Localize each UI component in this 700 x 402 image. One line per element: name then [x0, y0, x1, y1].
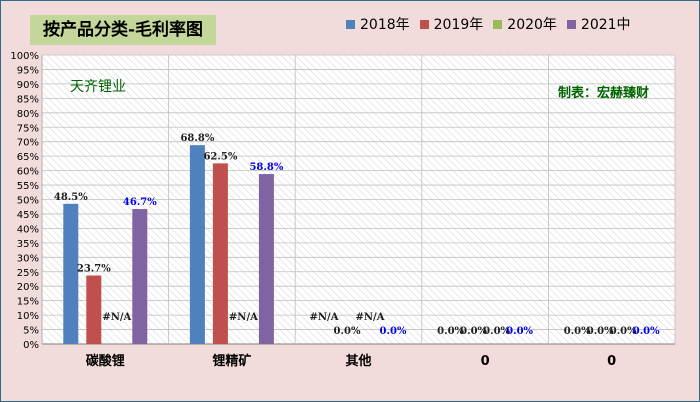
bar [258, 174, 274, 344]
data-label: #N/A [356, 312, 385, 323]
credit-annotation: 制表：宏赫臻财 [558, 86, 650, 101]
x-tick-label: 锂精矿 [212, 353, 251, 369]
data-label: 0.0% [564, 326, 591, 337]
y-tick-label: 40% [17, 224, 39, 235]
data-label: 0.0% [610, 326, 637, 337]
y-tick-label: 60% [17, 167, 39, 178]
legend-item: 2020年 [493, 14, 557, 34]
data-label: 0.0% [506, 326, 533, 337]
y-tick-label: 100% [10, 51, 39, 62]
y-tick-label: 50% [17, 196, 39, 207]
data-label: 58.8% [249, 162, 283, 173]
y-tick-label: 0% [23, 340, 39, 351]
gridlines [41, 54, 676, 345]
y-tick-label: 75% [17, 123, 39, 134]
bar [212, 163, 228, 344]
chart-title: 按产品分类-毛利率图 [30, 15, 216, 45]
legend-label: 2020年 [507, 17, 557, 33]
data-labels: 48.5% 23.7% #N/A 46.7% 68.8% 62.5% #N/A 58.8% #N… [54, 133, 660, 337]
data-label: 23.7% [77, 264, 111, 275]
y-tick-label: 10% [17, 311, 39, 322]
x-tick-label: 其他 [345, 353, 371, 369]
data-label: 0.0% [437, 326, 464, 337]
data-label: 62.5% [203, 151, 237, 162]
legend-swatch [346, 19, 355, 29]
data-label: 68.8% [180, 133, 214, 144]
x-axis-ticks: 碳酸锂 锂精矿 其他 0 0 [86, 353, 616, 369]
legend-item: 2021中 [566, 14, 631, 34]
legend-item: 2019年 [419, 14, 484, 34]
y-tick-label: 25% [17, 268, 39, 279]
y-tick-label: 20% [17, 282, 39, 293]
y-tick-label: 70% [17, 138, 39, 149]
y-tick-label: 55% [17, 181, 39, 192]
data-label: #N/A [310, 312, 339, 323]
x-tick-label: 0 [481, 354, 490, 369]
data-label: 0.0% [334, 326, 361, 337]
x-tick-label: 碳酸锂 [86, 353, 125, 369]
y-tick-label: 85% [17, 94, 39, 105]
bar [132, 209, 148, 344]
y-tick-label: 45% [17, 210, 39, 221]
data-label: 0.0% [380, 326, 407, 337]
y-tick-label: 65% [17, 152, 39, 163]
legend-label: 2018年 [360, 17, 410, 33]
legend-item: 2018年 [346, 14, 410, 34]
bars [63, 145, 274, 344]
bar [189, 145, 205, 344]
x-tick-label: 0 [607, 354, 616, 369]
data-label: 0.0% [587, 326, 614, 337]
chart-legend: 2018年 2019年 2020年 2021中 [346, 14, 631, 34]
y-tick-label: 80% [17, 109, 39, 120]
bar [63, 203, 79, 344]
data-label: 48.5% [54, 192, 88, 203]
legend-swatch [566, 19, 576, 29]
y-tick-label: 15% [17, 297, 39, 308]
data-label: 0.0% [633, 326, 660, 337]
data-label: 0.0% [483, 326, 510, 337]
company-annotation: 天齐锂业 [70, 79, 126, 95]
legend-label: 2019年 [433, 17, 484, 33]
bar [86, 275, 102, 344]
y-tick-label: 35% [17, 239, 39, 250]
data-label: #N/A [102, 312, 131, 323]
legend-label: 2021中 [580, 17, 631, 33]
legend-swatch [419, 19, 429, 29]
data-label: 46.7% [123, 197, 157, 208]
y-tick-label: 5% [23, 326, 39, 337]
data-label: #N/A [229, 312, 258, 323]
y-tick-label: 90% [17, 80, 39, 91]
y-tick-label: 95% [17, 65, 39, 76]
data-label: 0.0% [460, 326, 487, 337]
y-axis-ticks: 0% 5% 10% 15% 20% 25% 30% 35% 40% 45% 50% 55% 60% 65%… [10, 51, 39, 351]
legend-swatch [493, 19, 503, 29]
y-tick-label: 30% [17, 253, 39, 264]
